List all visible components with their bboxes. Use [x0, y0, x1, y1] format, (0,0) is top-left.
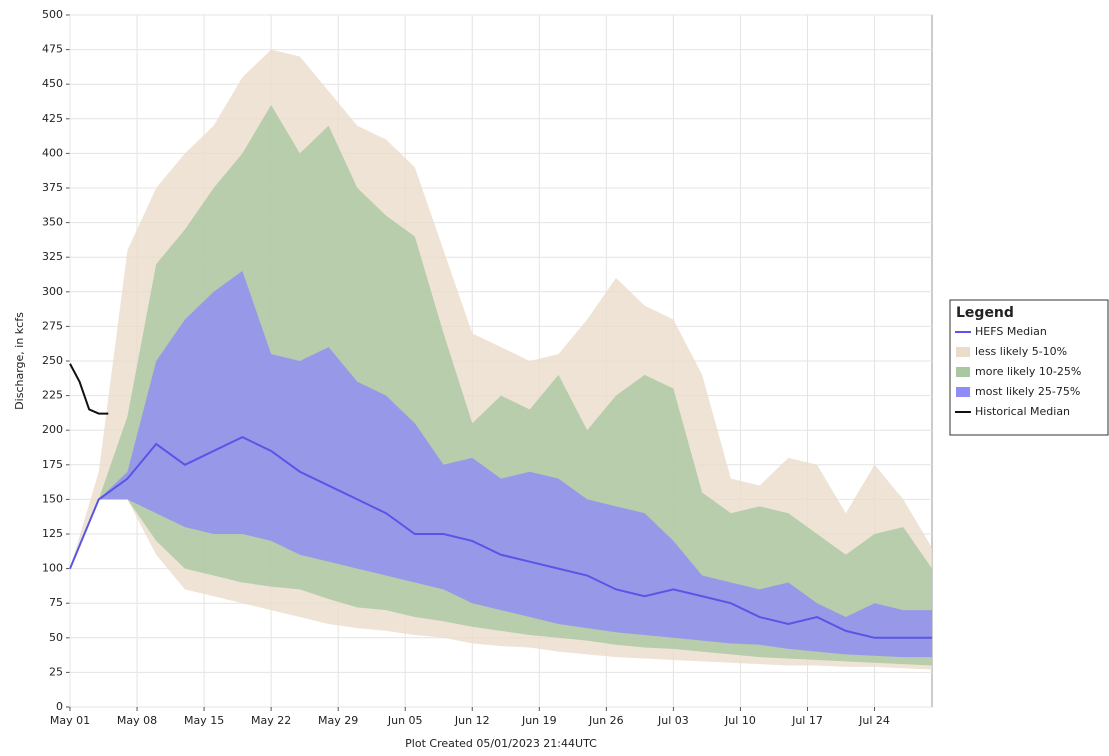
y-tick-label: 500	[42, 8, 63, 21]
y-tick-label: 100	[42, 562, 63, 575]
x-tick-label: Jul 24	[858, 714, 890, 727]
x-tick-label: Jun 05	[387, 714, 423, 727]
y-tick-label: 225	[42, 389, 63, 402]
y-tick-label: 125	[42, 527, 63, 540]
y-tick-label: 25	[49, 665, 63, 678]
legend-label: more likely 10-25%	[975, 365, 1081, 378]
x-tick-label: May 29	[318, 714, 358, 727]
y-tick-label: 400	[42, 146, 63, 159]
x-tick-label: Jun 19	[521, 714, 557, 727]
legend-swatch	[956, 347, 970, 357]
y-tick-label: 425	[42, 112, 63, 125]
y-tick-label: 300	[42, 285, 63, 298]
y-tick-label: 200	[42, 423, 63, 436]
y-tick-label: 0	[56, 700, 63, 713]
legend-title: Legend	[956, 305, 1014, 321]
x-tick-label: Jul 03	[657, 714, 689, 727]
y-tick-label: 75	[49, 596, 63, 609]
x-tick-label: Jul 17	[791, 714, 823, 727]
y-tick-label: 350	[42, 216, 63, 229]
x-tick-label: May 15	[184, 714, 224, 727]
y-tick-label: 375	[42, 181, 63, 194]
legend-label: HEFS Median	[975, 325, 1047, 338]
y-tick-label: 325	[42, 250, 63, 263]
legend-swatch	[956, 387, 970, 397]
legend-box	[949, 299, 1109, 436]
line	[69, 363, 109, 415]
y-tick-label: 450	[42, 77, 63, 90]
x-tick-label: Jun 12	[454, 714, 490, 727]
y-tick-label: 275	[42, 319, 63, 332]
x-tick-label: May 22	[251, 714, 291, 727]
x-tick-label: May 01	[50, 714, 90, 727]
y-tick-label: 175	[42, 458, 63, 471]
x-axis-label: Plot Created 05/01/2023 21:44UTC	[405, 737, 597, 750]
legend-label: most likely 25-75%	[975, 385, 1080, 398]
y-tick-label: 475	[42, 43, 63, 56]
line	[69, 436, 932, 639]
band-area	[70, 271, 932, 658]
y-axis-label: Discharge, in kcfs	[13, 312, 26, 410]
y-tick-label: 150	[42, 492, 63, 505]
y-tick-label: 250	[42, 354, 63, 367]
legend-swatch	[956, 367, 970, 377]
x-tick-label: Jul 10	[724, 714, 756, 727]
legend-label: less likely 5-10%	[975, 345, 1067, 358]
legend-label: Historical Median	[975, 405, 1070, 418]
y-tick-label: 50	[49, 631, 63, 644]
x-tick-label: Jun 26	[588, 714, 624, 727]
x-tick-label: May 08	[117, 714, 157, 727]
